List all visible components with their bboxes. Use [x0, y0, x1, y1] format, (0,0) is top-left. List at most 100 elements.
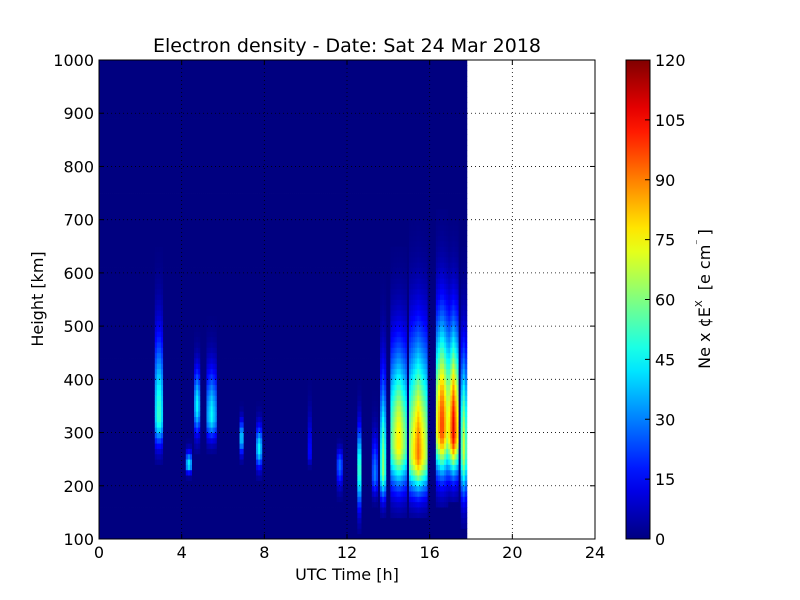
- heatmap-cell: [115, 240, 118, 247]
- heatmap-cell: [103, 256, 106, 263]
- heatmap-cell: [125, 235, 129, 242]
- heatmap-cell: [99, 411, 102, 417]
- heatmap-cell: [113, 150, 116, 157]
- heatmap-cell: [121, 464, 125, 471]
- heatmap-cell: [121, 209, 125, 215]
- heatmap-cell: [113, 411, 116, 417]
- heatmap-cell: [123, 224, 127, 231]
- heatmap-cell: [123, 70, 127, 77]
- heatmap-cell: [101, 193, 104, 199]
- heatmap-cell: [109, 320, 112, 327]
- heatmap-cell: [113, 496, 116, 503]
- heatmap-cell: [115, 113, 118, 119]
- heatmap-cell: [113, 91, 116, 98]
- heatmap-cell: [103, 107, 106, 114]
- heatmap-cell: [109, 342, 112, 348]
- heatmap-cell: [125, 368, 129, 375]
- heatmap-cell: [99, 358, 102, 364]
- heatmap-cell: [103, 283, 106, 290]
- heatmap-cell: [111, 368, 114, 375]
- heatmap-cell: [109, 507, 112, 513]
- heatmap-cell: [105, 118, 108, 125]
- heatmap-cell: [117, 251, 121, 258]
- heatmap-cell: [105, 235, 108, 242]
- heatmap-cell: [113, 235, 116, 242]
- heatmap-cell: [109, 97, 112, 103]
- heatmap-cell: [125, 384, 129, 391]
- heatmap-cell: [121, 262, 125, 268]
- heatmap-cell: [119, 496, 123, 503]
- heatmap-cell: [117, 134, 121, 141]
- heatmap-cell: [103, 432, 106, 439]
- heatmap-cell: [119, 395, 123, 402]
- heatmap-cell: [113, 475, 116, 481]
- heatmap-cell: [111, 129, 114, 135]
- heatmap-cell: [111, 432, 114, 439]
- heatmap-cell: [119, 427, 123, 433]
- heatmap-cell: [115, 246, 118, 252]
- heatmap-cell: [99, 86, 102, 93]
- heatmap-cell: [125, 411, 129, 417]
- heatmap-cell: [113, 272, 116, 279]
- heatmap-cell: [99, 368, 102, 375]
- heatmap-cell: [105, 507, 108, 513]
- heatmap-cell: [119, 102, 123, 109]
- heatmap-cell: [107, 469, 110, 476]
- heatmap-cell: [107, 224, 110, 231]
- heatmap-cell: [115, 75, 118, 82]
- heatmap-cell: [109, 496, 112, 503]
- heatmap-cell: [107, 443, 110, 449]
- heatmap-cell: [99, 262, 102, 268]
- heatmap-cell: [105, 272, 108, 279]
- heatmap-cell: [121, 421, 125, 428]
- heatmap-cell: [107, 161, 110, 167]
- heatmap-cell: [99, 331, 102, 338]
- heatmap-cell: [109, 315, 112, 322]
- heatmap-cell: [99, 113, 102, 119]
- heatmap-cell: [125, 374, 129, 380]
- heatmap-cell: [101, 400, 104, 407]
- heatmap-cell: [119, 224, 123, 231]
- heatmap-cell: [105, 336, 108, 343]
- heatmap-cell: [109, 326, 112, 332]
- heatmap-cell: [101, 294, 104, 300]
- heatmap-cell: [109, 113, 112, 119]
- heatmap-cell: [111, 347, 114, 354]
- heatmap-cell: [123, 459, 127, 465]
- heatmap-cell: [121, 389, 125, 396]
- heatmap-cell: [103, 150, 106, 157]
- heatmap-cell: [103, 368, 106, 375]
- heatmap-cell: [101, 177, 104, 183]
- heatmap-cell: [99, 187, 102, 194]
- heatmap-cell: [125, 512, 129, 519]
- heatmap-cell: [111, 363, 114, 370]
- heatmap-cell: [101, 129, 104, 135]
- heatmap-cell: [119, 363, 123, 370]
- heatmap-cell: [123, 437, 127, 444]
- heatmap-cell: [115, 496, 118, 503]
- heatmap-cell: [113, 193, 116, 199]
- heatmap-cell: [99, 443, 102, 449]
- heatmap-cell: [125, 155, 129, 162]
- heatmap-cell: [111, 336, 114, 343]
- heatmap-cell: [109, 294, 112, 300]
- heatmap-cell: [99, 432, 102, 439]
- heatmap-cell: [101, 469, 104, 476]
- heatmap-cell: [121, 379, 125, 386]
- heatmap-cell: [123, 129, 127, 135]
- heatmap-cell: [107, 331, 110, 338]
- heatmap-cell: [113, 427, 116, 433]
- heatmap-cell: [123, 182, 127, 189]
- heatmap-cell: [105, 310, 108, 316]
- heatmap-cell: [107, 475, 110, 481]
- heatmap-cell: [123, 507, 127, 513]
- heatmap-cell: [123, 395, 127, 402]
- heatmap-cell: [123, 187, 127, 194]
- heatmap-cell: [107, 246, 110, 252]
- heatmap-cell: [99, 182, 102, 189]
- heatmap-cell: [125, 315, 129, 322]
- heatmap-cell: [111, 113, 114, 119]
- heatmap-cell: [101, 347, 104, 354]
- heatmap-cell: [109, 491, 112, 497]
- heatmap-cell: [107, 198, 110, 205]
